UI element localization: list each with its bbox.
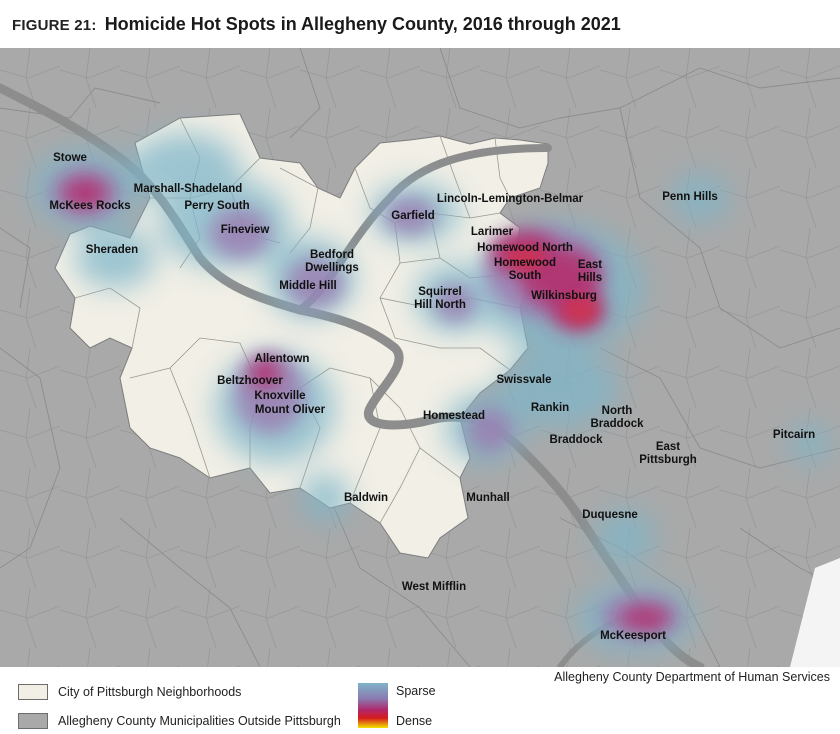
place-label-homestead: Homestead: [423, 410, 485, 422]
figure-header: FIGURE 21: Homicide Hot Spots in Alleghe…: [12, 14, 621, 44]
place-label-pitcairn: Pitcairn: [773, 429, 815, 441]
place-labels: Stowe McKees Rocks Sheraden Marshall-Shadel…: [49, 152, 815, 642]
density-dense-label: Dense: [396, 714, 433, 728]
place-label-wilkinsburg: Wilkinsburg: [531, 290, 597, 302]
place-label-bedford-dwellings: Bedford Dwellings: [305, 249, 359, 274]
legend-city: City of Pittsburgh Neighborhoods: [18, 684, 241, 700]
place-label-north-braddock: North Braddock: [590, 405, 644, 430]
figure-label: FIGURE 21:: [12, 17, 97, 34]
density-ramp: [358, 683, 388, 728]
map-canvas: Stowe McKees Rocks Sheraden Marshall-Shadel…: [0, 48, 840, 667]
place-label-munhall: Munhall: [466, 492, 509, 504]
place-label-fineview: Fineview: [221, 224, 270, 236]
place-label-mckeesport: McKeesport: [600, 630, 666, 642]
place-label-beltzhoover: Beltzhoover: [217, 375, 283, 387]
place-label-mount-oliver: Mount Oliver: [255, 404, 326, 416]
legend-city-label: City of Pittsburgh Neighborhoods: [58, 685, 242, 699]
place-label-west-mifflin: West Mifflin: [402, 581, 466, 593]
figure-separator: [97, 17, 101, 34]
place-label-homewood-north: Homewood North: [477, 242, 573, 254]
place-label-homewood-south: Homewood South: [494, 257, 556, 282]
hotspot-layer: [30, 133, 832, 653]
map[interactable]: Stowe McKees Rocks Sheraden Marshall-Shadel…: [0, 48, 840, 667]
place-label-duquesne: Duquesne: [582, 509, 638, 521]
municipal-outlines: [0, 48, 840, 667]
place-label-marshall-shadeland: Marshall-Shadeland: [134, 183, 243, 195]
place-label-penn-hills: Penn Hills: [662, 191, 718, 203]
place-label-east-pittsburgh: East Pittsburgh: [639, 441, 697, 466]
place-label-east-hills: East Hills: [578, 259, 602, 284]
county-edge: [790, 558, 840, 667]
place-label-stowe: Stowe: [53, 152, 87, 164]
place-label-rankin: Rankin: [531, 402, 569, 414]
place-label-lincoln-lemington-belmar: Lincoln-Lemington-Belmar: [437, 193, 584, 205]
place-label-knoxville: Knoxville: [254, 390, 305, 402]
legend-city-swatch: [18, 684, 48, 700]
figure-title: Homicide Hot Spots in Allegheny County, …: [104, 14, 621, 34]
place-label-perry-south: Perry South: [184, 200, 249, 212]
place-label-garfield: Garfield: [391, 210, 434, 222]
place-label-swissvale: Swissvale: [497, 374, 552, 386]
legend-county-label: Allegheny County Municipalities Outside …: [58, 714, 341, 728]
place-label-mckees-rocks: McKees Rocks: [49, 200, 130, 212]
place-label-squirrel-hill-north: Squirrel Hill North: [414, 286, 466, 311]
place-label-baldwin: Baldwin: [344, 492, 388, 504]
place-label-sheraden: Sheraden: [86, 244, 138, 256]
density-sparse-label: Sparse: [396, 684, 436, 698]
place-label-middle-hill: Middle Hill: [279, 280, 337, 292]
place-label-allentown: Allentown: [255, 353, 310, 365]
place-label-larimer: Larimer: [471, 226, 514, 238]
legend-county-swatch: [18, 713, 48, 729]
legend-county: Allegheny County Municipalities Outside …: [18, 713, 341, 729]
source-credit: Allegheny County Department of Human Ser…: [554, 670, 830, 684]
place-label-braddock: Braddock: [549, 434, 603, 446]
